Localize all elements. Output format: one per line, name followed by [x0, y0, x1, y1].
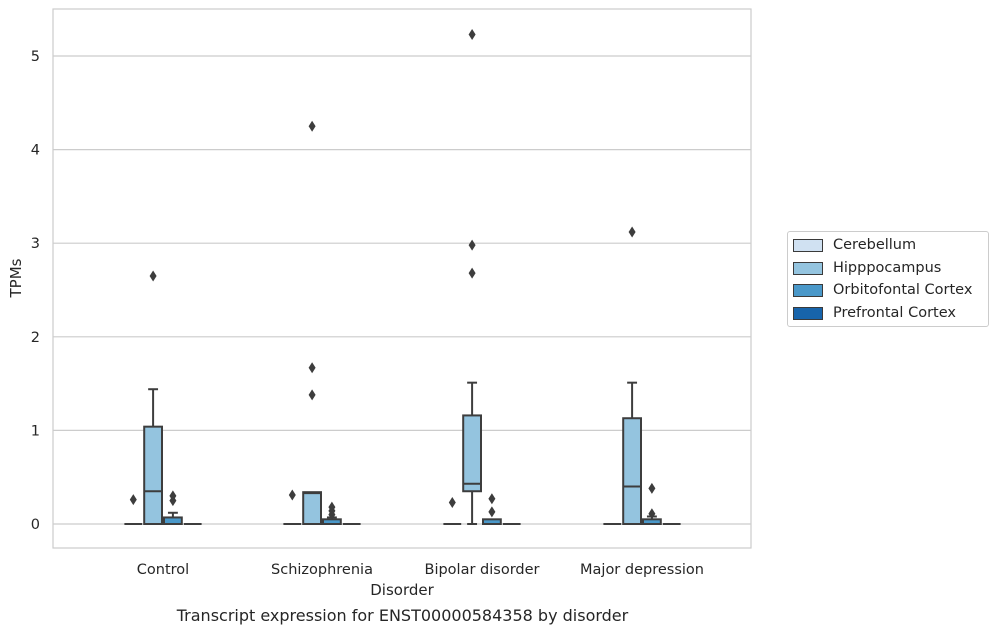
box-iqr	[302, 491, 323, 525]
y-tick-label: 5	[31, 49, 40, 65]
box-iqr	[462, 414, 483, 493]
legend-label-hippocampus: Hipppocampus	[833, 260, 942, 276]
outlier-point	[129, 494, 137, 506]
box-2-1	[322, 501, 342, 526]
x-tick-label: Schizophrenia	[271, 562, 373, 578]
outlier-point	[169, 490, 177, 502]
box-2-2	[482, 493, 502, 526]
legend-swatch-orbitofrontal	[793, 283, 823, 297]
figure-caption: Transcript expression for ENST0000058435…	[176, 606, 629, 625]
outlier-point	[468, 28, 476, 40]
x-tick-label: Major depression	[580, 562, 704, 578]
y-axis-label: TPMs	[7, 258, 25, 298]
legend: Cerebellum Hipppocampus Orbitofontal Cor…	[787, 231, 989, 327]
box-0-1	[283, 489, 302, 525]
x-tick-label: Control	[137, 562, 189, 578]
y-tick-label: 2	[31, 330, 40, 346]
y-tick-label: 3	[31, 236, 40, 252]
box-2-3	[642, 482, 662, 526]
plot-frame	[52, 8, 752, 549]
box-1-1	[302, 120, 323, 525]
y-tick-label: 4	[31, 143, 40, 159]
legend-label-cerebellum: Cerebellum	[833, 237, 917, 253]
outlier-point	[468, 239, 476, 251]
outlier-point	[149, 270, 157, 282]
y-tick-label: 1	[31, 423, 40, 439]
outlier-point	[648, 508, 656, 520]
y-tick-labels: 0 1 2 3 4 5	[31, 49, 40, 533]
box-1-3	[622, 226, 643, 525]
outlier-point	[488, 506, 496, 518]
box-0-0	[124, 494, 143, 525]
outlier-point	[468, 267, 476, 279]
x-tick-labels: Control Schizophrenia Bipolar disorder Majo…	[137, 562, 704, 578]
legend-item-prefrontal: Prefrontal Cortex	[793, 304, 956, 322]
boxes	[124, 28, 681, 526]
box-2-0	[163, 490, 183, 525]
outlier-point	[308, 120, 316, 132]
outlier-point	[488, 493, 496, 505]
legend-label-prefrontal: Prefrontal Cortex	[833, 305, 956, 321]
legend-swatch-hippocampus	[793, 261, 823, 275]
x-axis-label: Disorder	[370, 581, 434, 599]
legend-label-orbitofrontal: Orbitofontal Cortex	[833, 282, 973, 298]
legend-item-hippocampus: Hipppocampus	[793, 259, 941, 277]
outlier-point	[308, 362, 316, 374]
x-tick-label: Bipolar disorder	[425, 562, 540, 578]
legend-item-cerebellum: Cerebellum	[793, 236, 916, 254]
outlier-point	[628, 226, 636, 238]
box-iqr	[143, 425, 163, 526]
y-tick-label: 0	[31, 517, 40, 533]
outlier-point	[288, 489, 296, 501]
box-iqr	[622, 417, 643, 525]
box-0-2	[443, 496, 462, 525]
legend-swatch-cerebellum	[793, 238, 823, 252]
legend-swatch-prefrontal	[793, 306, 823, 320]
outlier-point	[328, 501, 336, 513]
box-1-2	[462, 28, 483, 525]
box-1-0	[143, 270, 163, 526]
outlier-point	[648, 482, 656, 494]
outlier-point	[308, 389, 316, 401]
outlier-point	[448, 496, 456, 508]
legend-item-orbitofrontal: Orbitofontal Cortex	[793, 281, 972, 299]
